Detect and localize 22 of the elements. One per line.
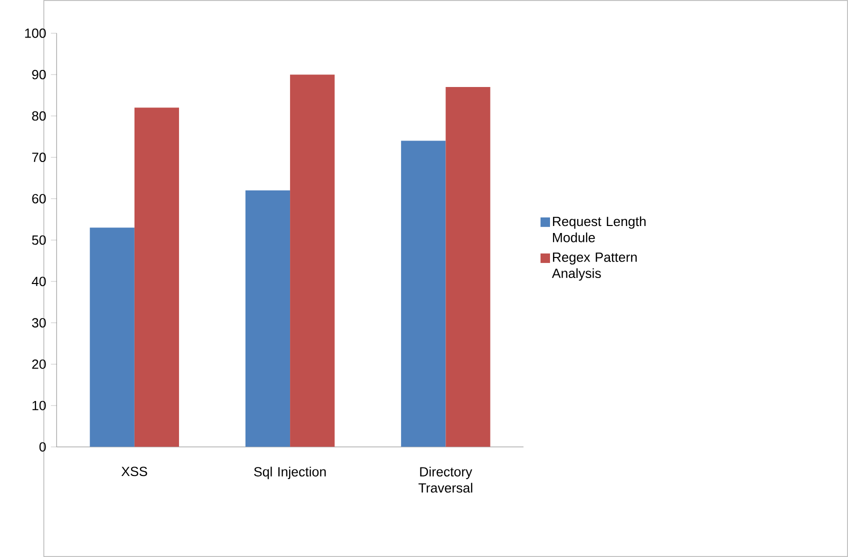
bar bbox=[401, 140, 446, 447]
legend-label: Request Length Module bbox=[552, 216, 646, 242]
y-tick-label: 60 bbox=[32, 194, 46, 204]
y-tick-label: 40 bbox=[32, 276, 46, 286]
legend-label: Regex Pattern Analysis bbox=[552, 252, 637, 281]
y-tick-label: 80 bbox=[32, 111, 46, 121]
bar bbox=[446, 86, 490, 447]
y-tick-label: 70 bbox=[32, 152, 46, 162]
bar bbox=[90, 228, 134, 447]
bar bbox=[290, 74, 335, 447]
bar bbox=[134, 108, 180, 447]
y-tick-label: 20 bbox=[32, 359, 46, 369]
x-tick-label: Sql Injection bbox=[254, 466, 326, 480]
y-tick-label: 50 bbox=[32, 235, 46, 245]
y-tick-label: 30 bbox=[32, 318, 46, 328]
x-tick-label: Directory Traversal bbox=[418, 466, 472, 493]
bar bbox=[245, 190, 290, 447]
y-tick-label: 90 bbox=[32, 70, 46, 80]
y-tick-label: 0 bbox=[39, 442, 46, 452]
y-tick-label: 10 bbox=[32, 400, 46, 410]
y-tick-label: 100 bbox=[25, 28, 46, 38]
x-tick-label: XSS bbox=[121, 466, 148, 476]
